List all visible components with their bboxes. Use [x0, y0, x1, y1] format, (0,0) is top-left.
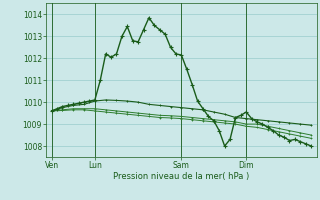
- X-axis label: Pression niveau de la mer( hPa ): Pression niveau de la mer( hPa ): [113, 172, 250, 181]
